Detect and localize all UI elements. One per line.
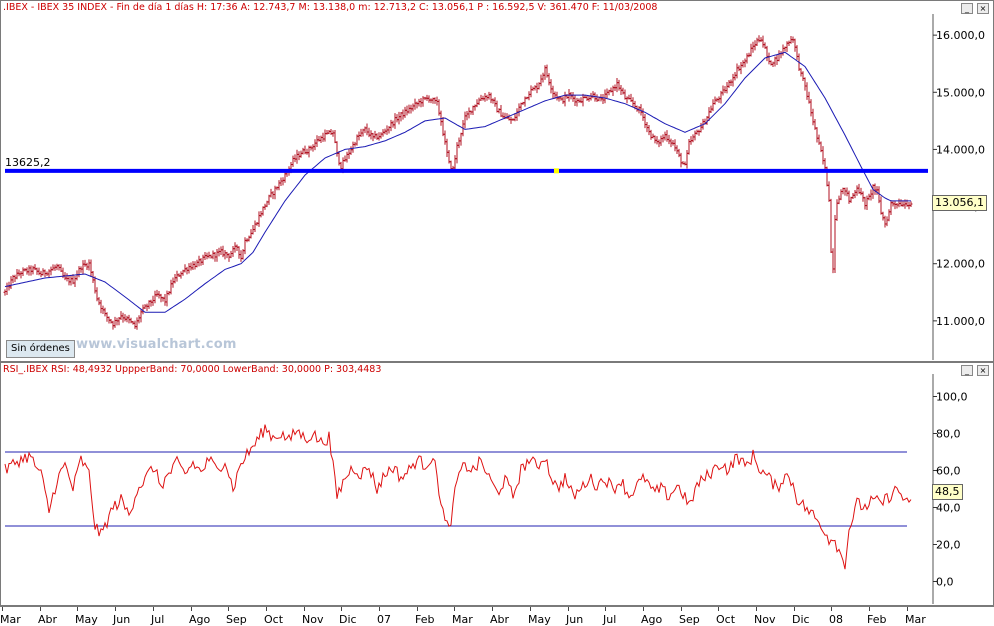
x-tick bbox=[681, 607, 682, 611]
rsi-y-tick-label: 20,0 bbox=[936, 539, 961, 552]
rsi-y-tick-label: 80,0 bbox=[936, 428, 961, 441]
price-y-tick-label: 14.000,0 bbox=[936, 143, 985, 156]
x-tick bbox=[379, 607, 380, 611]
rsi-last-value: 48,5 bbox=[932, 484, 963, 500]
x-month-label: Oct bbox=[264, 613, 284, 626]
x-tick bbox=[454, 607, 455, 611]
rsi-chart: 0,0 20,0 40,0 60,0 80,0 100,0 bbox=[4, 374, 968, 604]
chart-canvas: 11.000,012.000,013.000,014.000,015.000,0… bbox=[3, 14, 985, 604]
sin-ordenes-button[interactable]: Sin órdenes bbox=[6, 340, 75, 358]
price-y-tick-label: 15.000,0 bbox=[936, 86, 985, 99]
x-month-label: Nov bbox=[302, 613, 324, 626]
price-y-tick-label: 12.000,0 bbox=[936, 258, 985, 271]
price-y-tick-label: 16.000,0 bbox=[936, 29, 985, 42]
x-month-label: Feb bbox=[867, 613, 887, 626]
level-label: 13625,2 bbox=[5, 156, 51, 169]
x-month-label: May bbox=[528, 613, 551, 626]
price-header: .IBEX - IBEX 35 INDEX - Fin de día 1 día… bbox=[3, 2, 658, 13]
x-tick bbox=[304, 607, 305, 611]
price-last-value: 13.056,1 bbox=[932, 195, 987, 211]
x-tick bbox=[643, 607, 644, 611]
rsi-y-tick-label: 40,0 bbox=[936, 502, 961, 515]
x-month-label: Sep bbox=[226, 613, 247, 626]
x-month-label: Dic bbox=[792, 613, 810, 626]
close-icon[interactable]: × bbox=[977, 365, 989, 376]
x-tick bbox=[605, 607, 606, 611]
level-marker bbox=[554, 168, 559, 174]
minimize-icon[interactable]: _ bbox=[961, 3, 973, 14]
x-month-label: Mar bbox=[0, 613, 21, 626]
x-tick bbox=[831, 607, 832, 611]
rsi-y-tick-label: 100,0 bbox=[936, 391, 968, 404]
x-month-label: May bbox=[75, 613, 98, 626]
x-axis: Mar Abr May Jun Jul Ago Sep Oct Nov Dic 07 Feb Mar Ab… bbox=[0, 606, 994, 626]
x-tick bbox=[341, 607, 342, 611]
x-tick bbox=[115, 607, 116, 611]
x-tick bbox=[266, 607, 267, 611]
x-tick bbox=[191, 607, 192, 611]
x-month-label: 08 bbox=[829, 613, 843, 626]
x-tick bbox=[2, 607, 3, 611]
x-tick bbox=[869, 607, 870, 611]
watermark-text: www.visualchart.com bbox=[76, 337, 237, 352]
x-month-label: Feb bbox=[415, 613, 435, 626]
x-month-label: Sep bbox=[679, 613, 700, 626]
x-tick bbox=[77, 607, 78, 611]
x-tick bbox=[794, 607, 795, 611]
x-tick bbox=[907, 607, 908, 611]
price-y-tick-label: 11.000,0 bbox=[936, 315, 985, 328]
x-tick bbox=[756, 607, 757, 611]
x-month-label: Mar bbox=[905, 613, 926, 626]
x-tick bbox=[228, 607, 229, 611]
x-tick bbox=[417, 607, 418, 611]
price-chart: 11.000,012.000,013.000,014.000,015.000,0… bbox=[3, 14, 985, 360]
x-tick bbox=[530, 607, 531, 611]
rsi-panel[interactable]: RSI_.IBEX RSI: 48,4932 UppperBand: 70,00… bbox=[0, 362, 994, 606]
x-tick bbox=[568, 607, 569, 611]
x-month-label: Dic bbox=[339, 613, 357, 626]
x-tick bbox=[718, 607, 719, 611]
x-month-label: Jul bbox=[151, 613, 165, 626]
x-tick bbox=[153, 607, 154, 611]
x-month-label: Jun bbox=[113, 613, 131, 626]
x-month-label: Abr bbox=[38, 613, 58, 626]
rsi-y-tick-label: 60,0 bbox=[936, 465, 961, 478]
moving-average-line bbox=[4, 51, 911, 313]
x-tick bbox=[40, 607, 41, 611]
x-month-label: Jul bbox=[603, 613, 617, 626]
rsi-panel-buttons: _ × bbox=[961, 365, 989, 376]
x-month-label: Ago bbox=[189, 613, 211, 626]
x-month-label: Abr bbox=[490, 613, 510, 626]
price-panel-buttons: _ × bbox=[961, 3, 989, 14]
close-icon[interactable]: × bbox=[977, 3, 989, 14]
rsi-header: RSI_.IBEX RSI: 48,4932 UppperBand: 70,00… bbox=[3, 364, 382, 375]
minimize-icon[interactable]: _ bbox=[961, 365, 973, 376]
x-month-label: Ago bbox=[641, 613, 663, 626]
x-month-label: Jun bbox=[566, 613, 584, 626]
x-month-label: Mar bbox=[452, 613, 473, 626]
x-month-label: 07 bbox=[377, 613, 391, 626]
rsi-line bbox=[4, 424, 912, 570]
x-month-label: Oct bbox=[716, 613, 736, 626]
rsi-y-tick-label: 0,0 bbox=[936, 576, 954, 589]
x-month-label: Nov bbox=[754, 613, 776, 626]
x-tick bbox=[492, 607, 493, 611]
